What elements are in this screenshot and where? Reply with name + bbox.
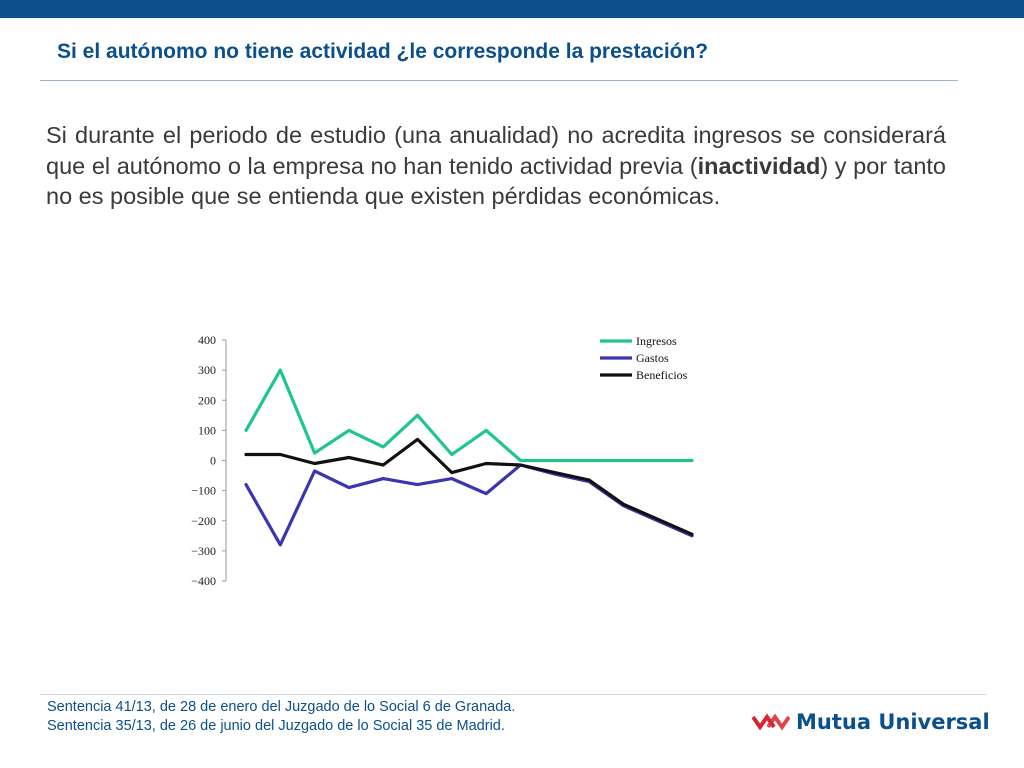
y-tick-label: 100 [198, 423, 216, 437]
y-tick-label: 0 [210, 454, 216, 468]
y-tick-label: 300 [198, 363, 216, 377]
title-divider [40, 80, 958, 81]
y-tick-label: −400 [191, 574, 216, 588]
series-line-ingresos [244, 368, 694, 463]
top-bar [0, 0, 1024, 18]
y-tick-label: −300 [191, 544, 216, 558]
slide-title: Si el autónomo no tiene actividad ¿le co… [57, 40, 709, 63]
footer-notes: Sentencia 41/13, de 28 de enero del Juzg… [47, 698, 687, 735]
footer-note-granada: Sentencia 41/13, de 28 de enero del Juzg… [47, 699, 516, 715]
y-tick-label: −100 [191, 484, 216, 498]
mutua-universal-logo: Mutua Universal [752, 706, 1002, 746]
series-line-beneficios [244, 437, 694, 536]
legend-label-gastos: Gastos [636, 351, 669, 365]
footer-note-madrid: Sentencia 35/13, de 26 de junio del Juzg… [47, 717, 505, 734]
body-text-end: ) y por tanto no es posible que se entie… [46, 152, 946, 210]
legend-label-beneficios: Beneficios [636, 368, 688, 382]
body-text-bold: inactividad [697, 152, 821, 179]
logo-text: Mutua Universal [796, 710, 990, 734]
legend-label-ingresos: Ingresos [636, 334, 677, 348]
logo-mark-icon [752, 713, 790, 731]
footer-divider [40, 694, 986, 695]
line-chart: 400 300 200 100 0 −100 −200 −300 −400 Ingresos Gas… [191, 333, 694, 588]
y-tick-label: 400 [198, 333, 216, 347]
body-paragraph: Si durante el periodo de estudio (una an… [46, 120, 946, 212]
y-tick-label: 200 [198, 393, 216, 407]
y-tick-label: −200 [191, 514, 216, 528]
body-text-start: Si durante el periodo de estudio (una an… [46, 122, 946, 179]
